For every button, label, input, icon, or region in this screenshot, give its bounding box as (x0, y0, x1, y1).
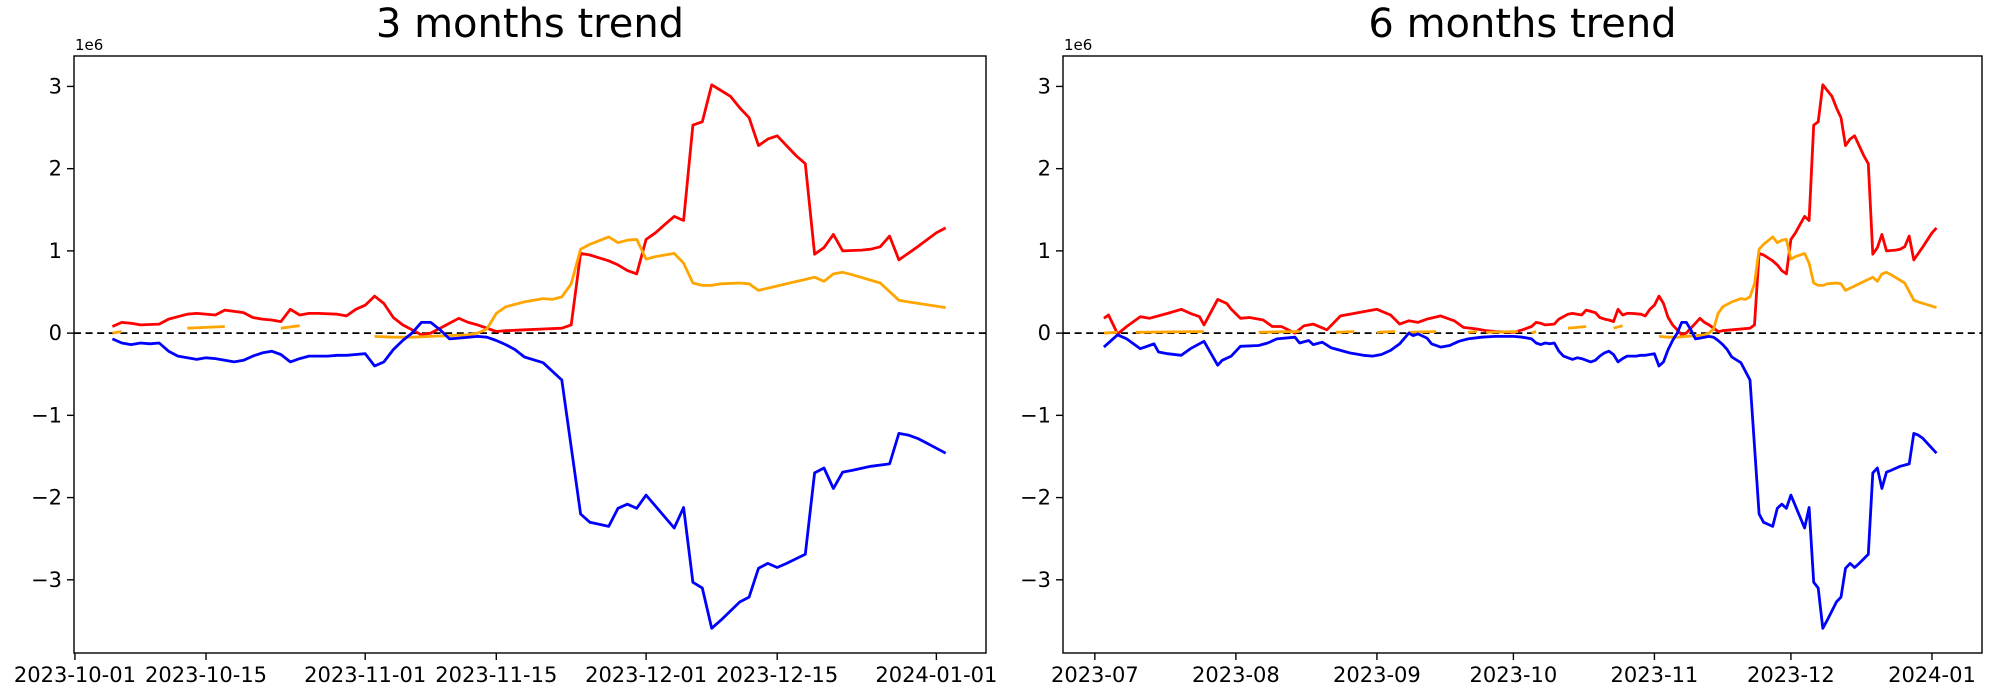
x-tick-label: 2023-12-01 (585, 663, 707, 687)
x-tick-label: 2023-09 (1333, 663, 1421, 687)
y-tick-label: 1 (1038, 239, 1051, 263)
series-red-line (1103, 83, 1938, 337)
y-tick-label: 0 (49, 321, 62, 345)
x-tick-label: 2023-11-01 (304, 663, 426, 687)
series-blue-line (1102, 320, 1938, 630)
x-tick-label: 2024-01-01 (875, 663, 997, 687)
y-tick-label: 2 (1038, 157, 1051, 181)
y-axis-offset-label: 1e6 (1064, 36, 1092, 54)
x-tick-label: 2023-10-15 (145, 663, 267, 687)
series-orange-line (1258, 330, 1300, 334)
series-orange-line (1103, 330, 1118, 335)
y-tick-label: 3 (1038, 74, 1051, 98)
plot-box (73, 55, 987, 654)
series-orange-line (1335, 330, 1355, 334)
x-tick-label: 2023-11-15 (435, 663, 557, 687)
series-orange-line (1467, 330, 1478, 334)
x-tick-label: 2023-12 (1747, 663, 1835, 687)
series-orange-line (112, 330, 123, 335)
series-orange-line (1376, 330, 1396, 334)
y-tick-label: −3 (31, 568, 62, 592)
x-tick-label: 2023-10 (1470, 663, 1558, 687)
series-orange-line (1658, 235, 1937, 339)
x-tick-label: 2023-10-01 (14, 663, 136, 687)
x-tick-label: 2023-08 (1192, 663, 1280, 687)
x-tick-label: 2023-11 (1611, 663, 1699, 687)
plot-box (1062, 55, 1983, 654)
y-tick-label: 2 (49, 157, 62, 181)
series-orange-line (1531, 330, 1537, 335)
y-tick-label: −1 (31, 403, 62, 427)
y-tick-label: −2 (1020, 486, 1051, 510)
chart-title-3-months: 3 months trend (375, 1, 685, 47)
y-tick-label: 0 (1038, 321, 1051, 345)
x-tick-label: 2023-07 (1051, 663, 1139, 687)
y-tick-label: −1 (1020, 403, 1051, 427)
y-tick-label: −3 (1020, 568, 1051, 592)
series-orange-line (1613, 324, 1623, 330)
y-axis-offset-label: 1e6 (75, 36, 103, 54)
series-orange-line (1408, 330, 1437, 334)
series-orange-line (374, 235, 946, 339)
y-tick-label: −2 (31, 486, 62, 510)
series-orange-line (1135, 330, 1205, 334)
y-tick-label: 1 (49, 239, 62, 263)
series-orange-line (280, 324, 300, 330)
series-orange-line (1567, 325, 1587, 330)
y-tick-label: 3 (49, 74, 62, 98)
x-tick-label: 2024-01 (1888, 663, 1976, 687)
x-tick-label: 2023-12-15 (716, 663, 838, 687)
series-red-line (111, 83, 947, 337)
chart-title-6-months: 6 months trend (1368, 1, 1677, 47)
series-blue-line (111, 320, 947, 630)
series-orange-line (187, 325, 225, 330)
series-orange-line (1486, 330, 1519, 334)
